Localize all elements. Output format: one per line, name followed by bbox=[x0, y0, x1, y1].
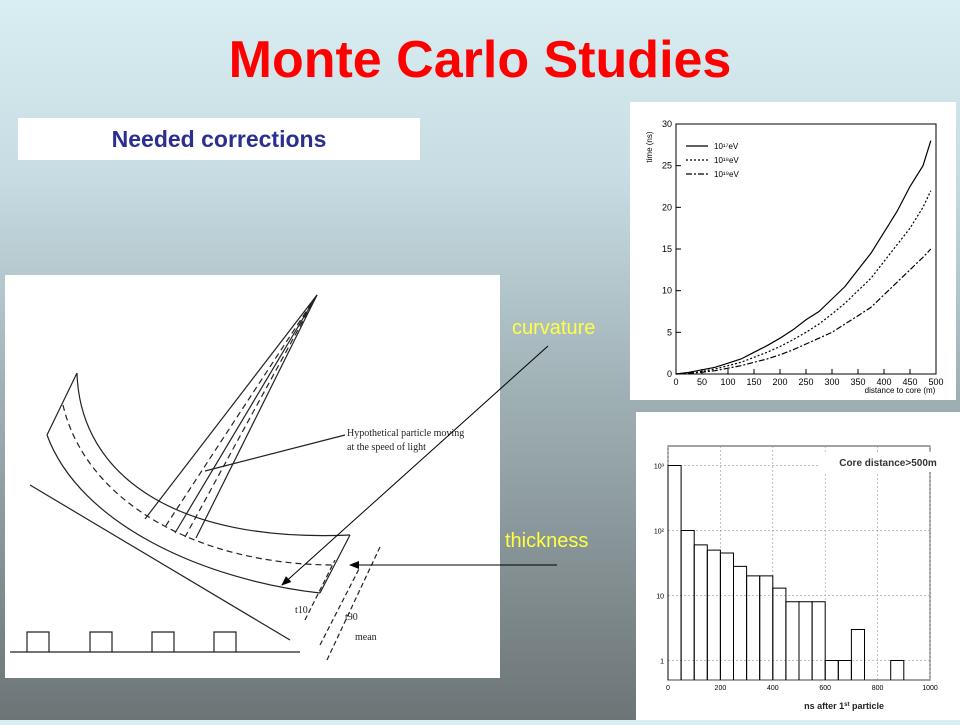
chart2-bar bbox=[746, 575, 761, 680]
shower-front-diagram: Hypothetical particle moving at the spee… bbox=[5, 275, 500, 678]
chart2-ytick-label: 10³ bbox=[654, 464, 665, 471]
chart2-bar bbox=[693, 544, 708, 680]
chart1-xtick-label: 100 bbox=[720, 377, 735, 387]
chart2-bar bbox=[785, 601, 800, 680]
chart2-bar bbox=[837, 659, 852, 680]
chart1-svg: 0 50 100 150 200 250 300 350 400 450 500 0 5 10 15 20 25… bbox=[645, 119, 944, 395]
chart2-xtick-label: 0 bbox=[666, 685, 670, 692]
chart2-title: Core distance>500m bbox=[839, 458, 937, 469]
chart2-xlabel-tail: particle bbox=[849, 701, 884, 711]
chart1-xtick-label: 450 bbox=[902, 377, 917, 387]
chart2-bar bbox=[667, 465, 682, 680]
chart2-xtick-label: 600 bbox=[819, 685, 831, 692]
chart1-ytick-label: 10 bbox=[662, 286, 672, 296]
chart2-bar bbox=[811, 601, 826, 680]
chart1-ytick-label: 0 bbox=[667, 369, 672, 379]
chart1-series-line bbox=[675, 190, 932, 375]
chart2-ytick-label: 10² bbox=[654, 529, 665, 536]
chart1-ytick-label: 30 bbox=[662, 119, 672, 129]
chart1-xtick-label: 150 bbox=[746, 377, 761, 387]
subtitle-box: Needed corrections bbox=[18, 118, 420, 160]
slide-title: Monte Carlo Studies bbox=[228, 31, 732, 89]
chart2-ytick-label: 10 bbox=[656, 593, 664, 600]
chart1-xtick-label: 50 bbox=[697, 377, 707, 387]
chart2-bar bbox=[733, 565, 748, 680]
chart2-bar bbox=[759, 575, 774, 680]
chart1-legend-label: 10¹⁹eV bbox=[714, 170, 739, 179]
annotation-text-2: at the speed of light bbox=[347, 442, 426, 453]
chart2-bar bbox=[824, 659, 839, 680]
chart2-xtick-label: 200 bbox=[715, 685, 727, 692]
chart1-series-line bbox=[675, 140, 932, 375]
arrival-time-histogram: 0 200 400 600 800 1000 1 10 10² 10³ Core distance… bbox=[636, 412, 960, 720]
chart2-xlabel-main: ns after 1 bbox=[804, 701, 844, 711]
chart2-ytick-label: 1 bbox=[660, 658, 664, 665]
chart2-xlabel: ns after 1st particle bbox=[804, 701, 884, 711]
chart2-xlabel-sup: st bbox=[844, 702, 849, 708]
chart1-legend-label: 10¹⁸eV bbox=[714, 156, 739, 165]
chart2-xtick-label: 1000 bbox=[922, 685, 938, 692]
t90-label: t90 bbox=[345, 612, 358, 623]
mean-label: mean bbox=[355, 632, 377, 643]
annotation-text-1: Hypothetical particle moving bbox=[347, 428, 464, 439]
chart1-xlabel: distance to core (m) bbox=[865, 386, 936, 395]
chart1-xtick-label: 500 bbox=[928, 377, 943, 387]
chart2-bar bbox=[719, 552, 734, 680]
thickness-label: thickness bbox=[505, 530, 589, 552]
chart1-ytick-label: 5 bbox=[667, 327, 672, 337]
chart2-bar bbox=[890, 659, 905, 680]
subtitle-text: Needed corrections bbox=[111, 125, 327, 152]
chart1-ytick-label: 25 bbox=[662, 161, 672, 171]
chart1-ytick-label: 15 bbox=[662, 244, 672, 254]
chart1-xtick-label: 400 bbox=[876, 377, 891, 387]
t10-label: t10 bbox=[295, 605, 308, 616]
chart1-legend-label: 10¹⁷eV bbox=[714, 142, 739, 151]
curvature-label: curvature bbox=[512, 317, 596, 339]
chart1-ytick-label: 20 bbox=[662, 202, 672, 212]
chart1-ylabel: time (ns) bbox=[645, 131, 654, 162]
chart1-xtick-label: 0 bbox=[673, 377, 678, 387]
time-vs-distance-chart: 0 50 100 150 200 250 300 350 400 450 500 0 5 10 15 20 25… bbox=[630, 102, 956, 400]
chart1-xtick-label: 300 bbox=[824, 377, 839, 387]
chart1-series-line bbox=[675, 248, 932, 375]
chart1-xtick-label: 350 bbox=[850, 377, 865, 387]
chart2-xtick-label: 800 bbox=[872, 685, 884, 692]
chart1-xtick-label: 200 bbox=[772, 377, 787, 387]
chart2-bar bbox=[680, 530, 695, 680]
chart2-xtick-label: 400 bbox=[767, 685, 779, 692]
chart2-bar bbox=[850, 628, 865, 680]
chart2-bar bbox=[772, 587, 787, 680]
chart2-bar bbox=[798, 601, 813, 680]
chart1-xtick-label: 250 bbox=[798, 377, 813, 387]
chart2-svg: 0 200 400 600 800 1000 1 10 10² 10³ Core distance… bbox=[654, 445, 958, 711]
diagram-svg: Hypothetical particle moving at the spee… bbox=[10, 294, 464, 661]
